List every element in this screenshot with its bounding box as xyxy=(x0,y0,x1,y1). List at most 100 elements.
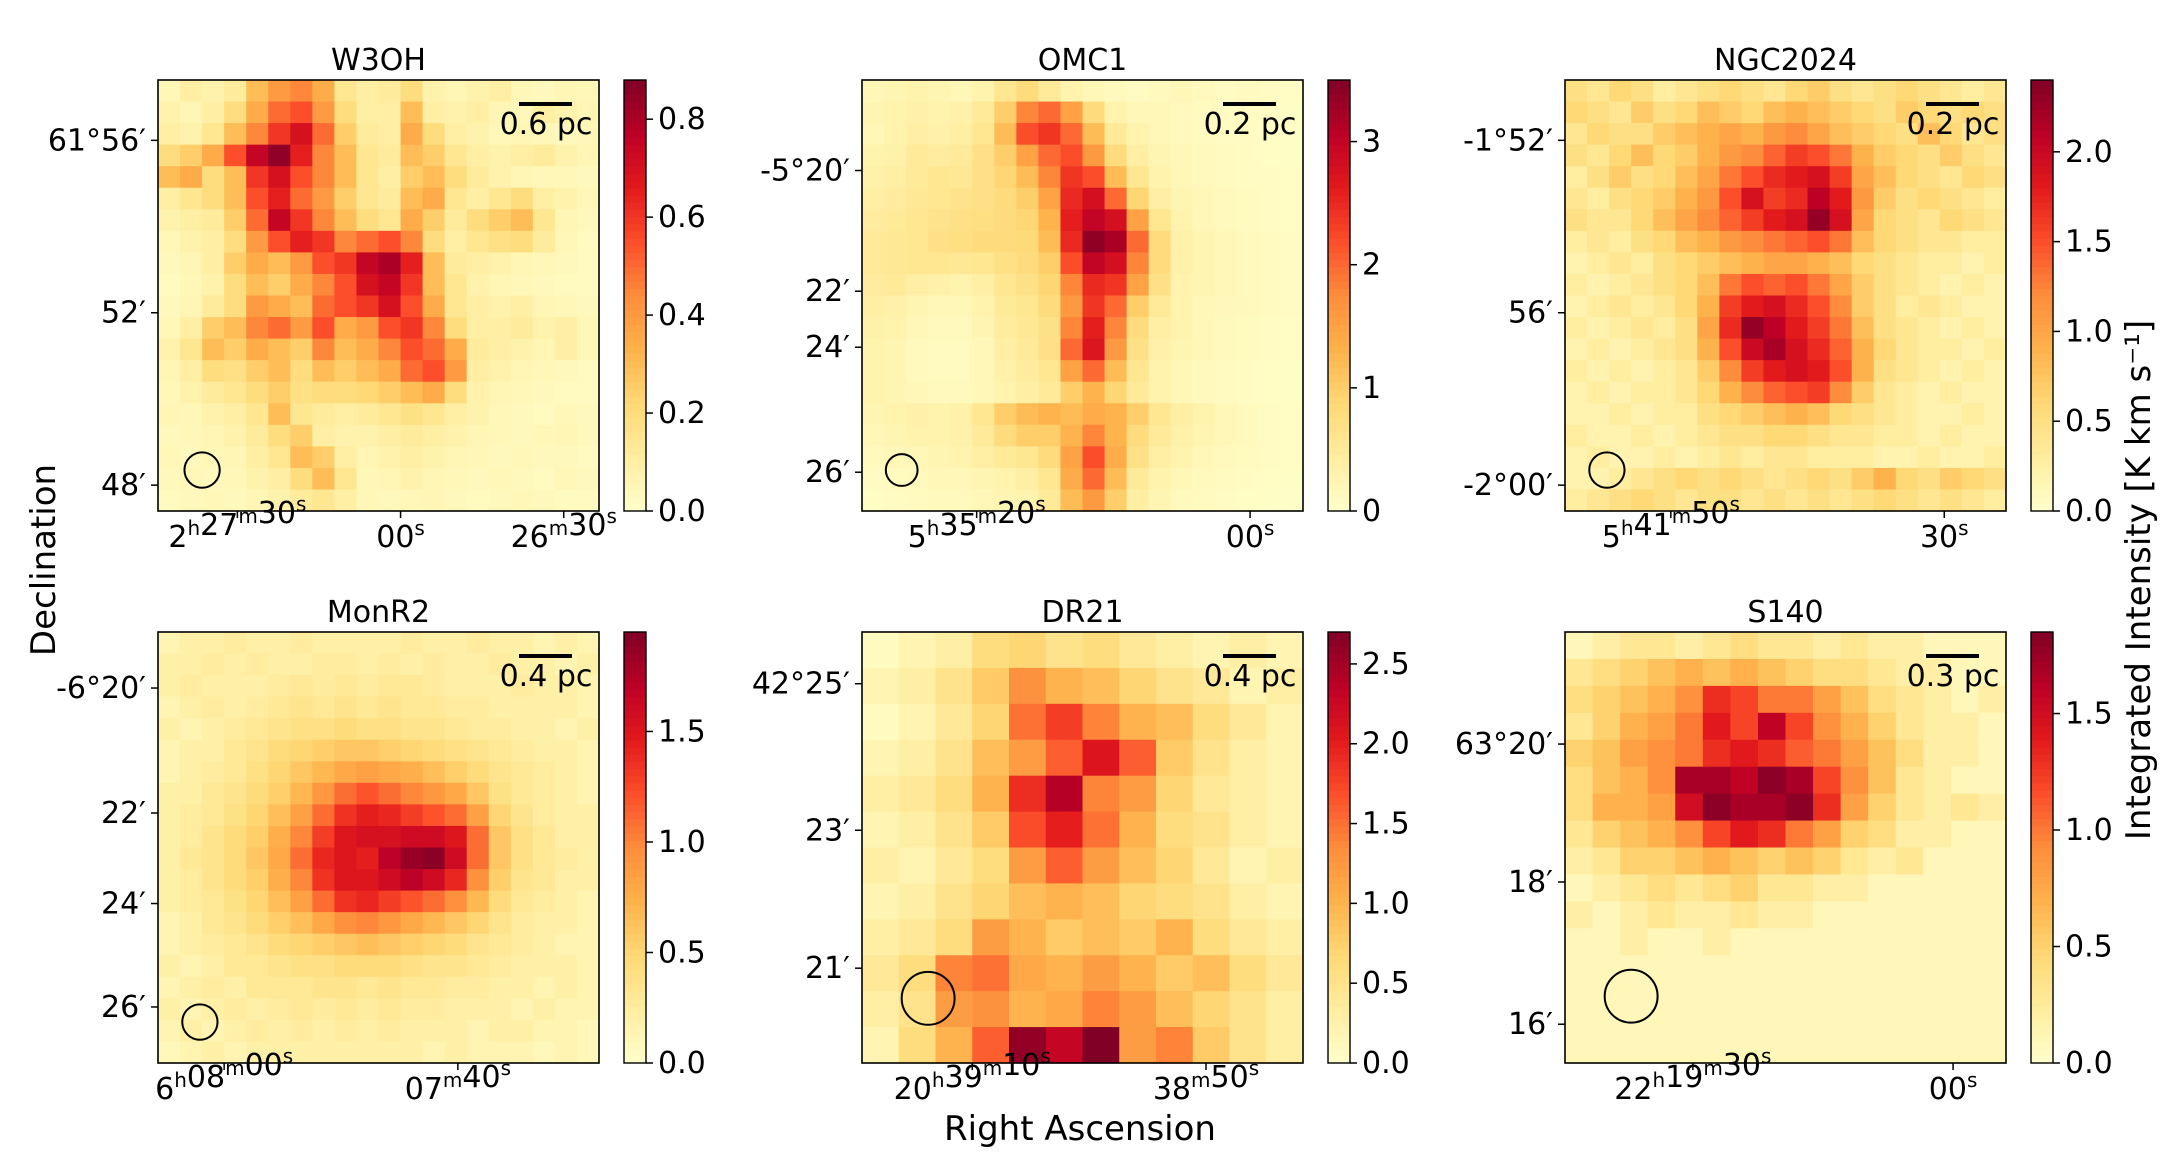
heatmap-cell xyxy=(1983,230,2007,253)
colorbar-segment xyxy=(624,912,646,920)
heatmap-cell xyxy=(1148,360,1172,383)
heatmap-cell xyxy=(1813,1009,1842,1037)
heatmap-cell xyxy=(1126,338,1150,361)
heatmap-cell xyxy=(180,847,203,870)
heatmap-cell xyxy=(1653,489,1676,512)
heatmap-cell xyxy=(1565,317,1588,340)
colorbar-segment xyxy=(2031,381,2053,390)
heatmap-cell xyxy=(1156,632,1194,669)
heatmap-cell xyxy=(928,123,951,146)
colorbar-segment xyxy=(624,137,646,146)
colorbar-segment xyxy=(2031,1027,2053,1035)
heatmap-cell xyxy=(488,101,512,124)
heatmap-cell xyxy=(1016,209,1039,232)
heatmap-cell xyxy=(312,653,335,676)
heatmap-cell xyxy=(532,912,556,935)
heatmap-cell xyxy=(378,295,402,318)
heatmap-cell xyxy=(1675,317,1698,340)
heatmap-cell xyxy=(1763,446,1787,469)
heatmap-cell xyxy=(862,338,885,361)
heatmap-cell xyxy=(1697,252,1720,275)
heatmap-cell xyxy=(1009,703,1047,741)
heatmap-cell xyxy=(1675,712,1704,741)
heatmap-cell xyxy=(246,696,269,719)
heatmap-cell xyxy=(1807,295,1831,318)
heatmap-cell xyxy=(510,403,534,426)
heatmap-cell xyxy=(1950,982,1980,1010)
heatmap-cell xyxy=(1653,381,1676,404)
heatmap-cell xyxy=(466,489,490,512)
heatmap-cell xyxy=(1961,446,1985,469)
heatmap-cell xyxy=(1236,338,1260,361)
heatmap-cell xyxy=(906,424,929,447)
heatmap-cell xyxy=(1192,632,1231,669)
heatmap-cell xyxy=(1675,338,1698,361)
heatmap-cell xyxy=(246,675,269,698)
heatmap-cell xyxy=(884,80,907,103)
heatmap-cell xyxy=(1757,1036,1787,1064)
heatmap-cell xyxy=(1609,80,1632,103)
heatmap-cell xyxy=(1038,489,1062,512)
heatmap-cell xyxy=(1851,144,1875,167)
heatmap-cell xyxy=(1675,766,1704,795)
heatmap-cell xyxy=(224,209,247,232)
heatmap-cell xyxy=(1702,901,1731,929)
colorbar-segment xyxy=(2031,338,2053,347)
heatmap-cell xyxy=(1192,883,1231,920)
heatmap-cell xyxy=(554,761,578,784)
heatmap-cell xyxy=(1592,766,1621,795)
colorbar-segment xyxy=(1328,331,1350,340)
heatmap-cell xyxy=(246,489,269,512)
heatmap-cell xyxy=(935,739,973,777)
heatmap-cell xyxy=(378,166,402,189)
heatmap-cell xyxy=(928,230,951,253)
colorbar-segment xyxy=(1328,940,1350,949)
heatmap-cell xyxy=(1156,703,1194,741)
heatmap-cell xyxy=(1060,123,1084,146)
heatmap-cell xyxy=(532,187,556,210)
heatmap-cell xyxy=(576,273,600,297)
heatmap-cell xyxy=(532,718,556,741)
heatmap-cell xyxy=(884,403,907,426)
heatmap-cell xyxy=(1978,820,2007,849)
heatmap-cell xyxy=(1917,273,1941,297)
heatmap-cell xyxy=(532,295,556,318)
heatmap-cell xyxy=(510,675,534,698)
colorbar-segment xyxy=(1328,689,1350,698)
heatmap-cell xyxy=(224,998,247,1021)
heatmap-cell xyxy=(180,1019,203,1043)
heatmap-cell xyxy=(466,230,490,253)
heatmap-cell xyxy=(1730,847,1759,876)
heatmap-cell xyxy=(400,446,424,469)
y-tick-label: -5°20′ xyxy=(760,154,850,189)
heatmap-cell xyxy=(1592,1009,1621,1037)
heatmap-cell xyxy=(1939,467,1963,491)
heatmap-cell xyxy=(1840,632,1869,660)
heatmap-cell xyxy=(994,338,1017,361)
heatmap-cell xyxy=(1675,685,1704,714)
colorbar-segment xyxy=(624,991,646,999)
heatmap-cell xyxy=(1148,295,1172,318)
heatmap-cell xyxy=(1104,187,1128,210)
heatmap-cell xyxy=(1082,847,1120,885)
heatmap-cell xyxy=(334,338,358,361)
heatmap-cell xyxy=(290,653,313,676)
heatmap-cell xyxy=(1923,793,1952,822)
heatmap-cell xyxy=(1939,252,1963,275)
heatmap-cell xyxy=(1082,667,1120,705)
heatmap-cell xyxy=(862,381,885,404)
colorbar-segment xyxy=(1328,496,1350,505)
colorbar-segment xyxy=(2031,660,2053,669)
heatmap-cell xyxy=(1647,928,1676,956)
heatmap-cell xyxy=(1192,403,1216,426)
heatmap-cell xyxy=(1730,766,1759,795)
colorbar-segment xyxy=(624,890,646,899)
heatmap-cell xyxy=(935,775,973,813)
heatmap-cell xyxy=(1126,187,1150,210)
heatmap-cell xyxy=(1829,252,1853,275)
heatmap-cell xyxy=(1192,187,1216,210)
heatmap-cell xyxy=(312,403,335,426)
colorbar-segment xyxy=(1328,424,1350,433)
heatmap-cell xyxy=(1565,1009,1594,1037)
heatmap-cell xyxy=(1868,658,1897,687)
